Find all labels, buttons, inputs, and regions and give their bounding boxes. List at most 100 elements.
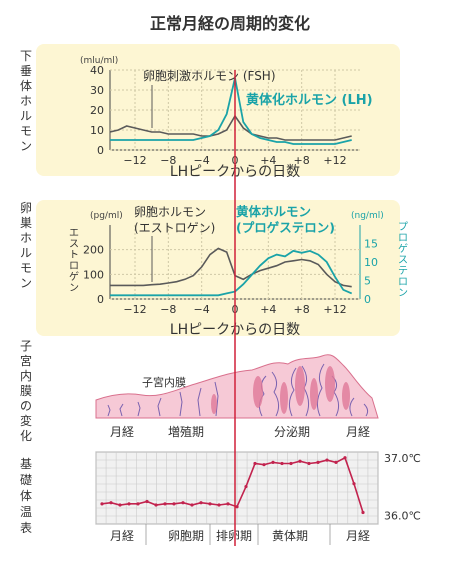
bbt-point (190, 503, 194, 507)
bbt-point (136, 502, 140, 506)
y-tick-label-right: 10 (364, 256, 378, 269)
endo-phase-menses-2: 月経 (346, 425, 370, 439)
endo-phase-secretory: 分泌期 (274, 425, 310, 439)
bbt-phase-label: 黄体期 (272, 529, 308, 543)
bbt-point (316, 460, 320, 464)
endometrium-label: 子宮内膜 (142, 375, 186, 389)
bbt-y-tick-label: 37.0℃ (384, 452, 421, 465)
bbt-point (235, 505, 239, 509)
progesterone-series-label-line1: 黄体ホルモン (236, 204, 311, 219)
x-tick-label: −8 (160, 154, 176, 167)
pituitary-x-ticks: −12−8−40+4+8+12 (123, 154, 346, 167)
bbt-series-points (100, 456, 365, 515)
bbt-point (262, 463, 266, 467)
bbt-point (100, 502, 104, 506)
bbt-point (118, 503, 122, 507)
y-tick-label-right: 5 (364, 275, 371, 288)
ovarian-panel: 卵巣ホルモン エストロゲン プロゲステロン (pg/ml) (ng/ml) 0 1… (20, 200, 408, 338)
bbt-point (145, 499, 149, 504)
bbt-phase-label: 卵胞期 (168, 529, 204, 543)
y-tick-label-left: 100 (83, 268, 104, 281)
bbt-point (199, 501, 203, 505)
estrogen-series-line (110, 247, 352, 288)
bbt-y-ticks: 37.0℃ 36.0℃ (384, 452, 421, 523)
endometrium-shape (95, 354, 379, 419)
pituitary-panel: 下垂体ホルモン (mlu/ml) 0 10 20 30 40 −12 −8 −4 0 +4 +8 +… (20, 44, 400, 180)
ovarian-panel-bg (36, 200, 400, 336)
pituitary-unit-label: (mlu/ml) (80, 56, 118, 66)
bbt-point (127, 502, 131, 506)
x-tick-label: +4 (260, 154, 276, 167)
fsh-series-label: 卵胞刺激ホルモン (FSH) (143, 69, 276, 83)
estrogen-series-label-line1: 卵胞ホルモン (134, 205, 206, 219)
fsh-series-line (109, 114, 352, 141)
bbt-phase-label: 月経 (346, 529, 370, 543)
x-tick-label: −12 (123, 303, 146, 316)
bbt-panel: 基礎体温表 37.0℃ 36.0℃ 月経 卵胞期 排卵期 黄体期 月経 (20, 451, 421, 545)
x-tick-label: +12 (323, 303, 346, 316)
bbt-point (226, 502, 230, 506)
endometrium-panel: 子宮内膜の変化 子宮内膜 月経 増殖期 分泌期 月経 (20, 339, 379, 443)
bbt-side-label: 基礎体温表 (20, 457, 32, 535)
y-tick-label: 40 (90, 64, 104, 77)
y-tick-label-right: 15 (364, 238, 378, 251)
bbt-grid (95, 451, 379, 525)
x-tick-label: +8 (294, 303, 310, 316)
progesterone-series-line (110, 249, 353, 297)
pituitary-side-label: 下垂体ホルモン (20, 49, 32, 153)
figure-title: 正常月経の周期的変化 (150, 14, 310, 33)
ovarian-unit-right: (ng/ml) (351, 211, 384, 221)
bbt-point (298, 459, 302, 463)
y-tick-label-left: 0 (97, 293, 104, 306)
bbt-point (172, 502, 176, 506)
endometrium-glands (211, 366, 350, 414)
ovarian-y-ticks-left: 0 100 200 (83, 244, 104, 306)
bbt-point (289, 461, 293, 466)
y-tick-label: 20 (90, 104, 104, 117)
bbt-point (244, 484, 248, 489)
y-tick-label: 10 (90, 124, 104, 137)
ovarian-side-label: 卵巣ホルモン (20, 201, 32, 290)
bbt-point (154, 503, 158, 507)
bbt-point (208, 502, 212, 506)
bbt-phase-label: 排卵期 (216, 529, 252, 543)
x-tick-label: −8 (160, 303, 176, 316)
y-tick-label-left: 200 (83, 244, 104, 257)
x-tick-label: −4 (194, 303, 210, 316)
lh-series-label: 黄体化ホルモン (LH) (246, 92, 373, 108)
y-tick-label: 30 (90, 84, 104, 97)
bbt-point (334, 460, 338, 464)
bbt-point (253, 461, 257, 466)
endo-phase-proliferative: 増殖期 (168, 424, 204, 439)
ovarian-y-ticks-right: 0 5 10 15 (364, 238, 378, 307)
bbt-y-tick-label: 36.0℃ (384, 509, 421, 522)
bbt-point (307, 461, 311, 466)
bbt-point (271, 460, 275, 464)
bbt-point (217, 503, 221, 507)
x-tick-label: +12 (323, 154, 346, 167)
estrogen-axis-label: エストロゲン (69, 228, 79, 294)
bbt-point (163, 502, 167, 506)
bbt-point (352, 482, 356, 486)
lh-series-line (110, 77, 352, 145)
x-tick-label: +4 (260, 303, 276, 316)
x-tick-label: −4 (194, 154, 210, 167)
progesterone-axis-label: プロゲステロン (398, 221, 408, 299)
bbt-point (181, 501, 185, 505)
pituitary-y-ticks: 0 10 20 30 40 (90, 64, 104, 157)
endo-phase-menses-1: 月経 (110, 425, 134, 439)
bbt-phase-label: 月経 (110, 529, 134, 543)
bbt-point (325, 458, 329, 462)
y-tick-label-right: 0 (364, 293, 371, 306)
x-tick-label: +8 (294, 154, 310, 167)
bbt-point (361, 510, 365, 515)
y-tick-label: 0 (97, 144, 104, 157)
bbt-point (109, 501, 113, 505)
ovarian-unit-left: (pg/ml) (90, 211, 123, 221)
x-tick-label: −12 (123, 154, 146, 167)
estrogen-series-label-line2: (エストロゲン) (134, 221, 215, 235)
bbt-point (280, 461, 284, 466)
bbt-point (343, 456, 347, 460)
